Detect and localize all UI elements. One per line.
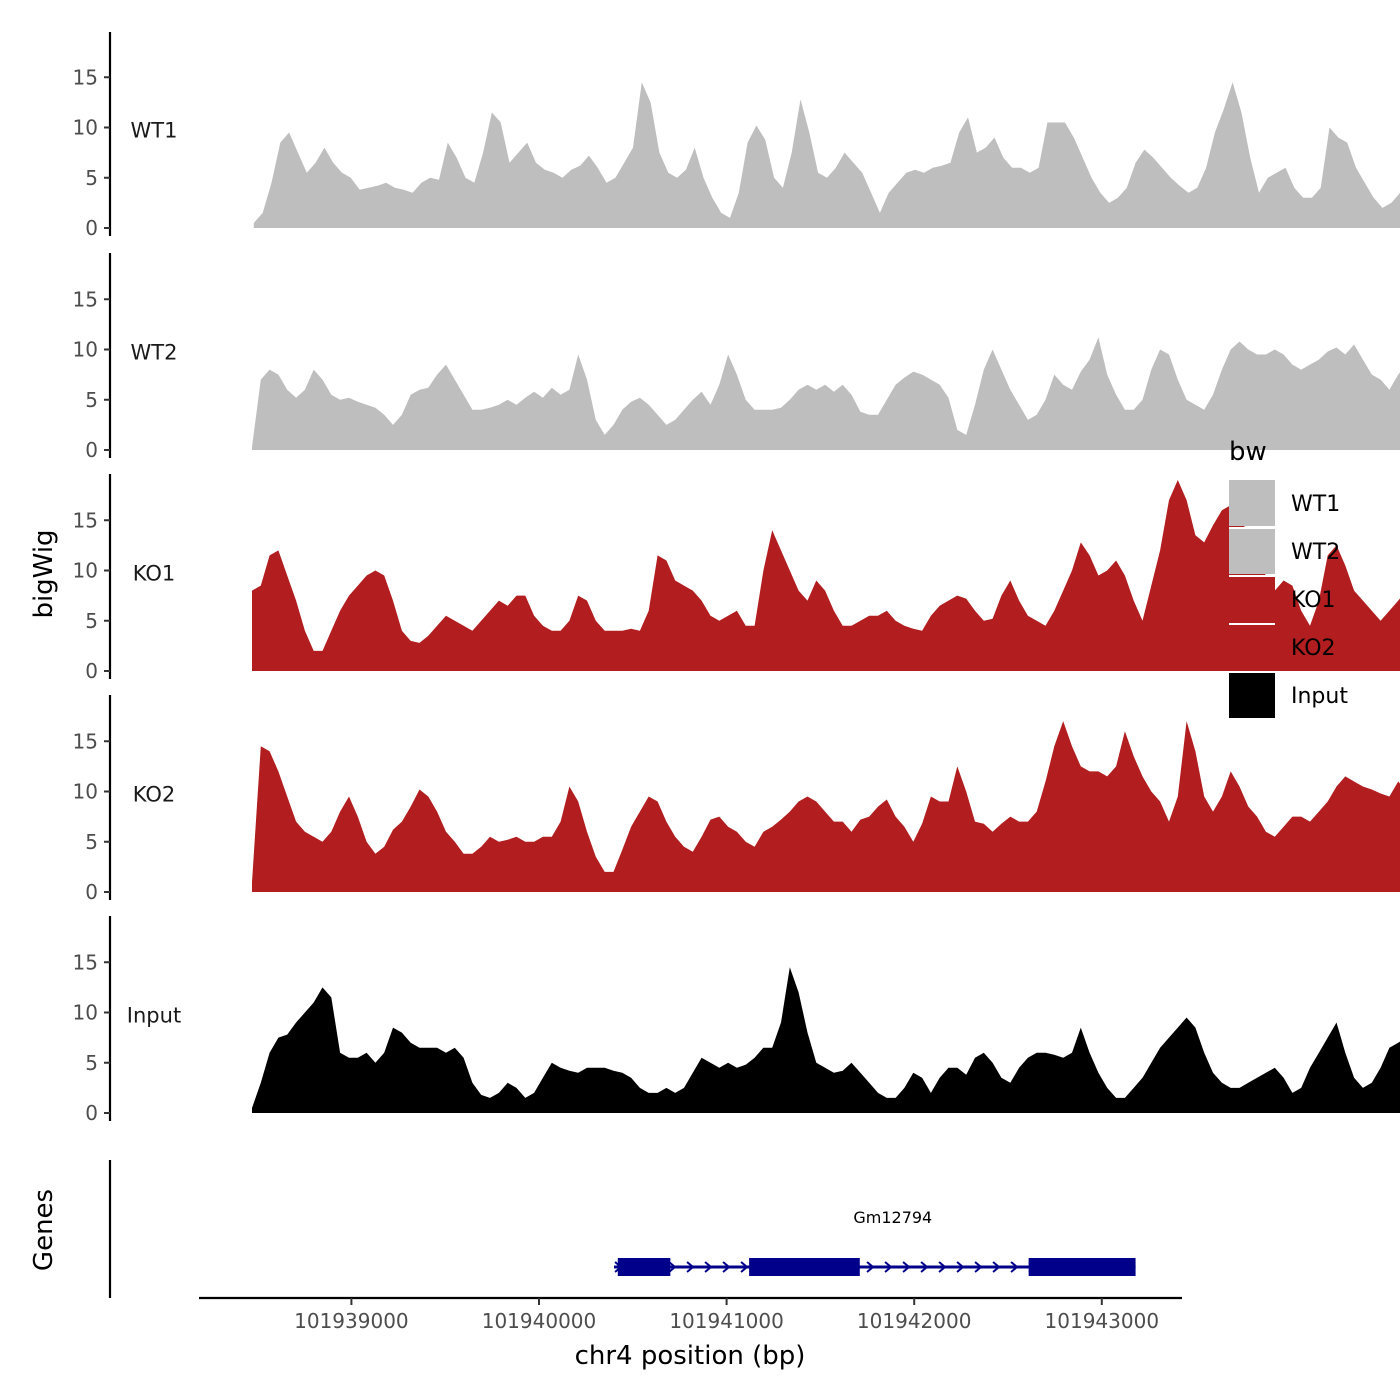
legend-key-ko2 bbox=[1229, 624, 1275, 670]
strand-arrow bbox=[884, 1261, 893, 1273]
gene-exon bbox=[1028, 1258, 1136, 1276]
legend: bw WT1 WT2 KO1 KO2 Input bbox=[1229, 437, 1348, 718]
y-tick-label: 5 bbox=[85, 1051, 98, 1075]
strand-arrow bbox=[866, 1261, 875, 1273]
legend-key-wt1 bbox=[1229, 480, 1275, 526]
strand-arrow bbox=[974, 1261, 983, 1273]
legend-title: bw bbox=[1229, 437, 1267, 467]
strand-arrow bbox=[722, 1261, 731, 1273]
y-tick-label: 15 bbox=[73, 950, 98, 974]
y-tick-label: 5 bbox=[85, 830, 98, 854]
x-tick-label: 101941000 bbox=[669, 1309, 784, 1333]
x-axis-title: chr4 position (bp) bbox=[575, 1341, 806, 1371]
genes-track: Gm12794 bbox=[108, 1160, 1136, 1298]
legend-label-wt2: WT2 bbox=[1291, 540, 1340, 565]
coverage-area-ko2 bbox=[252, 721, 1400, 892]
gene-exon bbox=[617, 1258, 671, 1276]
x-tick-label: 101939000 bbox=[294, 1309, 409, 1333]
y-tick-label: 15 bbox=[73, 508, 98, 532]
gene-name-label: Gm12794 bbox=[853, 1208, 932, 1227]
coverage-tracks: 0 5 10 15 WT1 0 5 10 15 WT2 0 5 10 15 KO1 0 5 10 15 KO2 0 5 10… bbox=[73, 32, 1400, 1125]
strand-arrow bbox=[956, 1261, 965, 1273]
legend-label-wt1: WT1 bbox=[1291, 492, 1340, 517]
track-label-input: Input bbox=[127, 1004, 181, 1028]
y-axis-title: bigWig bbox=[29, 529, 59, 618]
genes-axis-title: Genes bbox=[29, 1189, 59, 1271]
y-tick-label: 0 bbox=[85, 438, 98, 462]
y-tick-label: 10 bbox=[73, 1001, 98, 1025]
y-tick-label: 10 bbox=[73, 116, 98, 140]
y-tick-label: 5 bbox=[85, 609, 98, 633]
x-tick-label: 101940000 bbox=[482, 1309, 597, 1333]
track-ko2: 0 5 10 15 KO2 bbox=[73, 695, 1400, 904]
gene-gm12794: Gm12794 bbox=[614, 1208, 1136, 1276]
track-wt2: 0 5 10 15 WT2 bbox=[73, 253, 1400, 462]
strand-arrow bbox=[668, 1261, 677, 1273]
strand-arrow bbox=[740, 1261, 749, 1273]
y-tick-label: 0 bbox=[85, 216, 98, 240]
track-wt1: 0 5 10 15 WT1 bbox=[73, 32, 1400, 240]
y-tick-label: 0 bbox=[85, 880, 98, 904]
track-label-wt1: WT1 bbox=[131, 119, 178, 143]
gene-exon bbox=[749, 1258, 860, 1276]
x-tick-label: 101942000 bbox=[857, 1309, 972, 1333]
strand-arrow bbox=[902, 1261, 911, 1273]
legend-key-input bbox=[1229, 672, 1275, 718]
legend-key-ko1 bbox=[1229, 576, 1275, 622]
strand-arrow bbox=[938, 1261, 947, 1273]
y-tick-label: 5 bbox=[85, 388, 98, 412]
strand-arrow bbox=[704, 1261, 713, 1273]
strand-arrow bbox=[920, 1261, 929, 1273]
coverage-area-input bbox=[252, 967, 1400, 1113]
y-tick-label: 10 bbox=[73, 780, 98, 804]
coverage-area-wt2 bbox=[252, 337, 1400, 450]
track-label-ko2: KO2 bbox=[133, 783, 176, 807]
y-tick-label: 10 bbox=[73, 559, 98, 583]
x-axis: 101939000 101940000 101941000 101942000 1019… bbox=[199, 1296, 1182, 1333]
strand-arrow bbox=[1010, 1261, 1019, 1273]
coverage-area-ko1 bbox=[252, 480, 1400, 671]
y-tick-label: 0 bbox=[85, 1101, 98, 1125]
legend-key-wt2 bbox=[1229, 528, 1275, 574]
strand-arrow bbox=[686, 1261, 695, 1273]
legend-label-ko2: KO2 bbox=[1291, 636, 1336, 661]
y-tick-label: 5 bbox=[85, 166, 98, 190]
y-tick-label: 0 bbox=[85, 659, 98, 683]
y-tick-label: 15 bbox=[73, 287, 98, 311]
track-label-wt2: WT2 bbox=[131, 341, 178, 365]
track-ko1: 0 5 10 15 KO1 bbox=[73, 474, 1400, 683]
track-label-ko1: KO1 bbox=[133, 562, 176, 586]
coverage-area-wt1 bbox=[253, 82, 1400, 228]
x-tick-label: 101943000 bbox=[1045, 1309, 1160, 1333]
y-tick-label: 15 bbox=[73, 729, 98, 753]
legend-label-input: Input bbox=[1291, 684, 1348, 709]
track-input: 0 5 10 15 Input bbox=[73, 916, 1400, 1125]
legend-label-ko1: KO1 bbox=[1291, 588, 1336, 613]
y-tick-label: 15 bbox=[73, 65, 98, 89]
y-tick-label: 10 bbox=[73, 338, 98, 362]
strand-arrow bbox=[992, 1261, 1001, 1273]
